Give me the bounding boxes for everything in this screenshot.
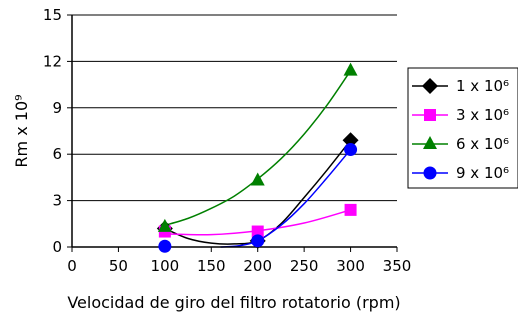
x-tick-label: 0 bbox=[67, 257, 77, 275]
legend-label: 9 x 10⁶ bbox=[456, 164, 509, 182]
x-tick-label: 350 bbox=[383, 257, 412, 275]
legend-marker bbox=[423, 166, 437, 180]
data-points bbox=[156, 62, 359, 253]
data-point-series-4 bbox=[344, 143, 358, 157]
y-tick-label: 0 bbox=[52, 238, 62, 256]
data-point-series-3 bbox=[157, 218, 172, 232]
y-tick-label: 9 bbox=[52, 99, 62, 117]
data-point-series-3 bbox=[343, 62, 358, 76]
y-axis-title: Rm x 10⁹ bbox=[12, 94, 31, 167]
axes bbox=[71, 15, 397, 248]
data-point-series-4 bbox=[158, 239, 172, 253]
trendline-4 bbox=[220, 149, 352, 248]
trendlines bbox=[164, 70, 352, 248]
x-tick-labels: 0 50 100 150 200 250 300 350 bbox=[67, 257, 411, 275]
trendline-3 bbox=[164, 70, 352, 227]
x-tick-label: 250 bbox=[290, 257, 319, 275]
legend-label: 3 x 10⁶ bbox=[456, 106, 509, 124]
data-point-series-2 bbox=[344, 203, 357, 216]
legend-marker bbox=[422, 78, 438, 94]
legend-label: 6 x 10⁶ bbox=[456, 135, 509, 153]
legend-marker bbox=[424, 109, 436, 121]
y-tick-labels: 0 3 6 9 12 15 bbox=[43, 6, 62, 256]
legend-label: 1 x 10⁶ bbox=[456, 77, 509, 95]
data-point-series-1 bbox=[342, 132, 359, 149]
data-point-series-4 bbox=[251, 234, 265, 248]
data-point-series-2 bbox=[251, 225, 264, 238]
x-tick-label: 100 bbox=[151, 257, 180, 275]
legend-marker bbox=[423, 136, 437, 149]
x-tick-label: 200 bbox=[243, 257, 272, 275]
y-tick-label: 15 bbox=[43, 6, 62, 24]
grid bbox=[67, 14, 398, 252]
data-point-series-3 bbox=[250, 172, 265, 186]
y-tick-label: 6 bbox=[52, 145, 62, 163]
x-tick-label: 150 bbox=[197, 257, 226, 275]
legend: 1 x 10⁶ 3 x 10⁶ 6 x 10⁶ 9 x 10⁶ bbox=[407, 67, 518, 189]
x-tick-label: 50 bbox=[109, 257, 128, 275]
x-axis-title: Velocidad de giro del filtro rotatorio (… bbox=[67, 293, 400, 312]
x-tick-label: 300 bbox=[336, 257, 365, 275]
y-tick-label: 12 bbox=[43, 52, 62, 70]
y-tick-label: 3 bbox=[52, 192, 62, 210]
